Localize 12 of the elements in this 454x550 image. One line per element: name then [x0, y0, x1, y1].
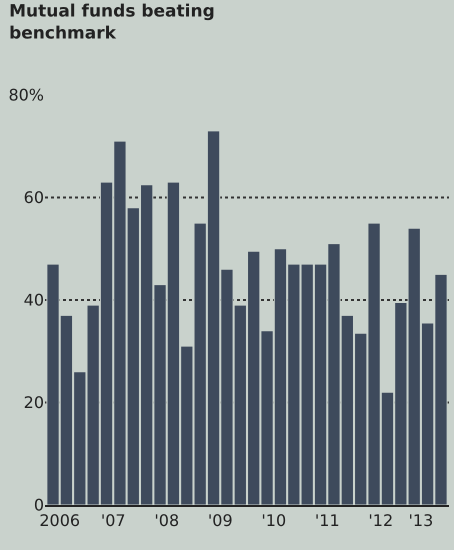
x-tick-label: '10 [261, 511, 286, 530]
y-tick-label: 80% [8, 86, 44, 105]
x-tick-label: '07 [100, 511, 126, 530]
chart-title: Mutual funds beating benchmark [9, 2, 215, 44]
y-tick-label: 20 [24, 393, 44, 412]
x-tick-label: '09 [208, 511, 233, 530]
x-tick-label: '08 [154, 511, 180, 530]
x-tick-label: '13 [408, 511, 434, 530]
y-tick-label: 60 [24, 188, 44, 208]
y-tick-label: 40 [24, 290, 44, 310]
x-tick-label: '11 [314, 511, 340, 530]
x-tick-label: '12 [368, 511, 394, 530]
